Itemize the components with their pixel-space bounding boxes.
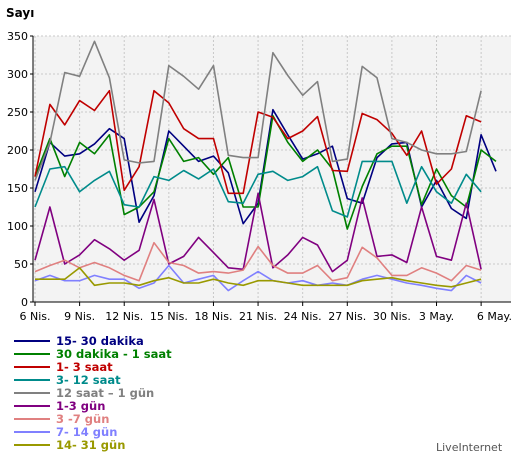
x-tick-label: 6 May. — [477, 310, 512, 323]
x-tick-label: 12 Nis. — [105, 310, 143, 323]
y-tick-label: 200 — [7, 144, 28, 157]
legend-label: 3 -7 gün — [56, 412, 109, 426]
x-axis-ticks: 6 Nis. 9 Nis. 12 Nis. 15 Nis. 18 Nis. 21 Nis.… — [19, 302, 512, 323]
series-line-7 — [34, 241, 482, 282]
y-tick-label: 100 — [7, 220, 28, 233]
y-tick-label: 0 — [21, 296, 28, 309]
y-axis-label: Sayı — [6, 6, 34, 20]
x-tick-label: 27 Nis. — [328, 310, 366, 323]
series-line-5 — [34, 40, 482, 181]
legend-label: 14- 31 gün — [56, 438, 125, 452]
y-tick-label: 250 — [7, 106, 28, 119]
series-lines — [34, 40, 497, 292]
x-tick-label: 15 Nis. — [150, 310, 188, 323]
series-line-6 — [34, 192, 482, 273]
y-tick-label: 350 — [7, 30, 28, 43]
x-tick-label: 21 Nis. — [239, 310, 277, 323]
legend-label: 1-3 gün — [56, 399, 105, 413]
x-tick-label: 3 May. — [419, 310, 454, 323]
y-axis-ticks: 0 50 100 150 200 250 300 350 — [7, 30, 33, 309]
legend-label: 3- 12 saat — [56, 373, 121, 387]
credit-text: LiveInternet — [436, 441, 503, 454]
x-tick-label: 9 Nis. — [64, 310, 95, 323]
legend-label: 12 saat – 1 gün — [56, 386, 154, 400]
x-tick-label: 30 Nis. — [373, 310, 411, 323]
x-tick-label: 24 Nis. — [284, 310, 322, 323]
series-line-8 — [34, 264, 482, 292]
y-tick-label: 150 — [7, 182, 28, 195]
legend-label: 30 dakika - 1 saat — [56, 347, 172, 361]
x-tick-label: 6 Nis. — [19, 310, 50, 323]
y-tick-label: 300 — [7, 68, 28, 81]
legend-label: 1- 3 saat — [56, 360, 113, 374]
legend-label: 7- 14 gün — [56, 425, 117, 439]
series-line-9 — [35, 266, 482, 288]
y-tick-label: 50 — [14, 258, 28, 271]
x-tick-label: 18 Nis. — [194, 310, 232, 323]
series-line-2 — [34, 115, 497, 230]
legend-label: 15- 30 dakika — [56, 334, 144, 348]
plot-area — [33, 36, 511, 302]
series-line-4 — [34, 160, 482, 218]
series-line-3 — [34, 89, 482, 195]
